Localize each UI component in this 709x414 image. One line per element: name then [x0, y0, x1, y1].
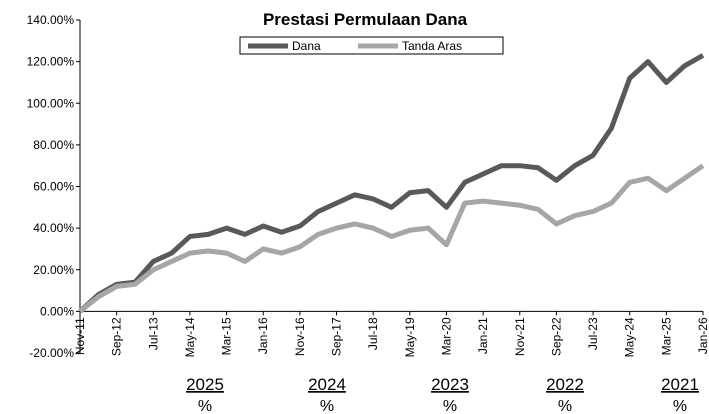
- legend-label: Tanda Aras: [402, 39, 462, 53]
- x-tick-label: Mar-20: [439, 317, 453, 355]
- x-tick-label: Sep-17: [330, 317, 344, 356]
- y-tick-label: 20.00%: [33, 263, 74, 277]
- x-tick-label: Jan-21: [476, 317, 490, 354]
- x-tick-label: Jan-16: [256, 317, 270, 354]
- x-tick-label: May-24: [623, 317, 637, 357]
- y-tick-label: 100.00%: [27, 96, 75, 110]
- unit-label: %: [558, 398, 572, 414]
- unit-label: %: [198, 398, 212, 414]
- x-tick-label: May-19: [403, 317, 417, 357]
- year-label: 2021: [661, 375, 699, 394]
- x-tick-label: Nov-16: [293, 317, 307, 356]
- chart-title: Prestasi Permulaan Dana: [263, 10, 468, 29]
- legend-label: Dana: [292, 39, 321, 53]
- x-tick-label: Sep-22: [549, 317, 563, 356]
- x-tick-label: Jan-26: [696, 317, 709, 354]
- x-tick-label: Nov-11: [73, 317, 87, 355]
- year-label: 2022: [546, 375, 584, 394]
- x-tick-label: Jul-13: [146, 317, 160, 350]
- unit-label: %: [673, 398, 687, 414]
- unit-label: %: [320, 398, 334, 414]
- y-tick-label: 60.00%: [33, 180, 74, 194]
- year-label: 2023: [431, 375, 469, 394]
- y-tick-label: -20.00%: [29, 346, 74, 360]
- y-tick-label: 40.00%: [33, 221, 74, 235]
- y-tick-label: 80.00%: [33, 138, 74, 152]
- series-line: [78, 53, 705, 314]
- x-tick-label: Jul-18: [366, 317, 380, 350]
- x-tick-label: Nov-21: [513, 317, 527, 356]
- unit-label: %: [443, 398, 457, 414]
- year-label: 2025: [186, 375, 224, 394]
- x-tick-label: Sep-12: [110, 317, 124, 356]
- x-tick-label: Mar-15: [220, 317, 234, 355]
- x-tick-label: Mar-25: [659, 317, 673, 355]
- y-tick-label: 120.00%: [27, 55, 75, 69]
- x-tick-label: Jul-23: [586, 317, 600, 350]
- year-label: 2024: [308, 375, 346, 394]
- series-line: [78, 163, 705, 314]
- y-tick-label: 0.00%: [40, 304, 74, 318]
- x-tick-label: May-14: [183, 317, 197, 357]
- y-tick-label: 140.00%: [27, 13, 75, 27]
